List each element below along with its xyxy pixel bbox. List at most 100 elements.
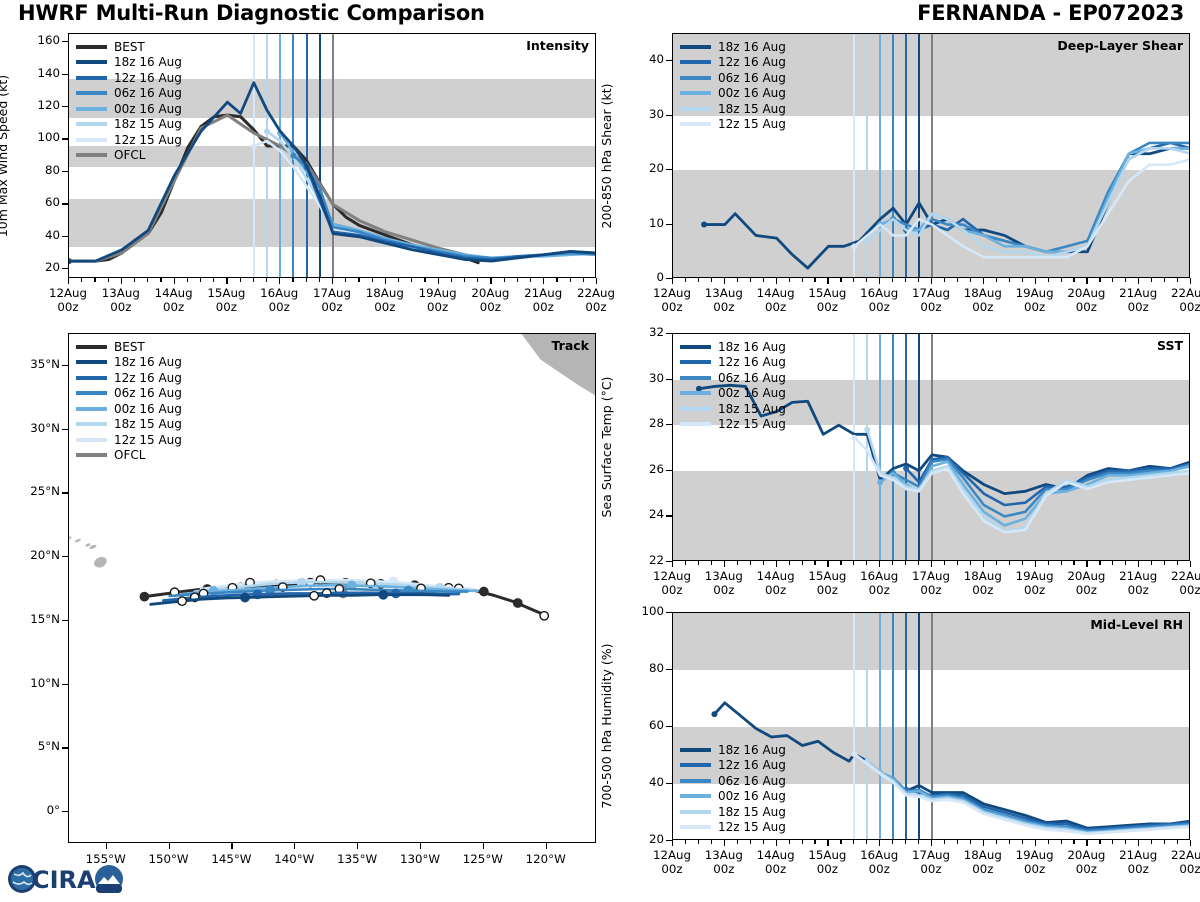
x-tick-hour: 00z — [816, 300, 838, 314]
x-minor-tick — [684, 278, 687, 282]
x-tick-label: 21Aug 00z — [1098, 848, 1178, 876]
x-tick-hour: 00z — [1179, 583, 1200, 597]
x-minor-tick — [1021, 561, 1023, 565]
x-minor-tick — [736, 561, 738, 565]
y-axis-label-intensity: 10m Max Wind Speed (kt) — [0, 74, 10, 237]
x-tick-label: 20Aug 00z — [1046, 848, 1126, 876]
x-tick-day: 18Aug — [963, 848, 1002, 862]
legend-item-run_12z16[interactable]: 12z 16 Aug — [680, 55, 786, 71]
x-tick-hour: 00z — [110, 300, 132, 314]
legend-item-run_12z15[interactable]: 12z 15 Aug — [680, 417, 786, 433]
legend-item-ofcl[interactable]: OFCL — [76, 448, 182, 464]
y-tick-label: 60 — [648, 718, 664, 732]
legend-item-run_00z16[interactable]: 00z 16 Aug — [680, 86, 786, 102]
y-tick-label: 40 — [648, 775, 664, 789]
x-tick-day: 12Aug — [652, 848, 692, 862]
legend-item-run_18z16[interactable]: 18z 16 Aug — [680, 339, 786, 355]
legend-label-run_06z16: 06z 16 Aug — [114, 386, 182, 401]
x-minor-tick — [788, 278, 790, 282]
legend-label-run_18z15: 18z 15 Aug — [718, 804, 786, 819]
x-minor-tick — [840, 840, 842, 844]
x-tick — [982, 278, 984, 284]
legend-item-run_18z16[interactable]: 18z 16 Aug — [680, 742, 786, 758]
y-tick-label: 20 — [648, 832, 664, 846]
x-tick-label: 150°W — [148, 852, 189, 866]
x-tick-label: 17Aug 00z — [891, 569, 971, 597]
series-line — [904, 788, 1189, 831]
y-tick-label: 30 — [648, 106, 664, 121]
x-minor-tick — [943, 278, 946, 282]
legend-item-run_12z15[interactable]: 12z 15 Aug — [76, 132, 182, 148]
legend-item-run_06z16[interactable]: 06z 16 Aug — [680, 773, 786, 789]
x-tick — [332, 278, 334, 284]
legend-item-run_12z16[interactable]: 12z 16 Aug — [680, 758, 786, 774]
x-tick-hour: 00z — [764, 583, 787, 597]
init-line-run_00z16 — [279, 34, 282, 277]
x-tick-hour: 00z — [1075, 583, 1097, 597]
legend-item-run_12z16[interactable]: 12z 16 Aug — [76, 70, 182, 86]
legend-item-run_12z15[interactable]: 12z 15 Aug — [680, 820, 786, 836]
x-minor-tick — [801, 278, 803, 282]
legend-item-run_12z16[interactable]: 12z 16 Aug — [76, 370, 182, 386]
legend-swatch-run_12z16 — [680, 60, 711, 65]
x-tick-day: 21Aug — [1119, 286, 1158, 300]
legend-item-run_18z16[interactable]: 18z 16 Aug — [76, 355, 182, 371]
x-tick-label: 16Aug 00z — [839, 286, 919, 314]
legend-item-best[interactable]: BEST — [76, 339, 182, 355]
x-tick-hour: 00z — [374, 300, 396, 314]
legend-item-run_12z15[interactable]: 12z 15 Aug — [680, 117, 786, 133]
init-line-run_12z15 — [252, 34, 255, 277]
x-minor-tick — [814, 278, 816, 282]
x-minor-tick — [398, 278, 400, 282]
x-tick-label: 19Aug 00z — [995, 569, 1075, 597]
legend-item-ofcl[interactable]: OFCL — [76, 148, 182, 164]
x-tick — [775, 840, 777, 846]
legend-swatch-ofcl — [76, 453, 107, 458]
legend-item-run_06z16[interactable]: 06z 16 Aug — [680, 370, 786, 386]
x-tick-day: 14Aug — [756, 286, 795, 300]
x-tick — [982, 840, 984, 846]
x-tick — [168, 843, 170, 849]
x-minor-tick — [995, 840, 997, 844]
legend-item-run_18z15[interactable]: 18z 15 Aug — [680, 101, 786, 117]
legend-item-run_06z16[interactable]: 06z 16 Aug — [680, 70, 786, 86]
series-line — [168, 587, 469, 598]
x-minor-tick — [956, 840, 959, 844]
legend-item-run_18z16[interactable]: 18z 16 Aug — [76, 55, 182, 71]
legend-item-best[interactable]: BEST — [76, 39, 182, 55]
plot-area-track: Track BEST 18z 16 Aug 12z 16 Aug 06z 16 Aug 0… — [68, 333, 596, 843]
x-minor-tick — [516, 278, 518, 282]
x-tick-hour: 00z — [920, 300, 942, 314]
x-minor-tick — [266, 278, 268, 282]
legend-item-run_06z16[interactable]: 06z 16 Aug — [76, 86, 182, 102]
legend-item-run_18z15[interactable]: 18z 15 Aug — [76, 117, 182, 133]
x-minor-tick — [956, 278, 959, 282]
x-minor-tick — [411, 278, 413, 282]
x-tick-hour: 00z — [713, 862, 735, 876]
legend-item-run_00z16[interactable]: 00z 16 Aug — [76, 401, 182, 417]
x-tick-day: 18Aug — [365, 286, 404, 300]
legend-item-run_18z15[interactable]: 18z 15 Aug — [76, 417, 182, 433]
x-tick-label: 18Aug 00z — [943, 569, 1023, 597]
series-line — [891, 458, 1189, 518]
x-tick-label: 14Aug 00z — [736, 848, 816, 876]
legend-item-run_00z16[interactable]: 00z 16 Aug — [680, 789, 786, 805]
x-tick-label: 15Aug 00z — [787, 848, 867, 876]
legend-item-run_12z15[interactable]: 12z 15 Aug — [76, 432, 182, 448]
x-minor-tick — [1164, 278, 1166, 282]
x-minor-tick — [892, 561, 894, 565]
legend-item-run_00z16[interactable]: 00z 16 Aug — [680, 386, 786, 402]
legend-item-run_06z16[interactable]: 06z 16 Aug — [76, 386, 182, 402]
x-tick-label: 18Aug 00z — [943, 848, 1023, 876]
x-tick — [827, 561, 829, 567]
legend-item-run_00z16[interactable]: 00z 16 Aug — [76, 101, 182, 117]
x-tick-hour: 00z — [1075, 862, 1097, 876]
legend-item-run_18z15[interactable]: 18z 15 Aug — [680, 804, 786, 820]
x-tick-hour: 00z — [972, 583, 994, 597]
legend-item-run_12z16[interactable]: 12z 16 Aug — [680, 355, 786, 371]
x-tick-day: 13Aug — [101, 286, 140, 300]
legend-item-run_18z15[interactable]: 18z 15 Aug — [680, 401, 786, 417]
series-line — [180, 583, 479, 596]
legend-item-run_18z16[interactable]: 18z 16 Aug — [680, 39, 786, 55]
x-tick-day: 19Aug — [418, 286, 457, 300]
